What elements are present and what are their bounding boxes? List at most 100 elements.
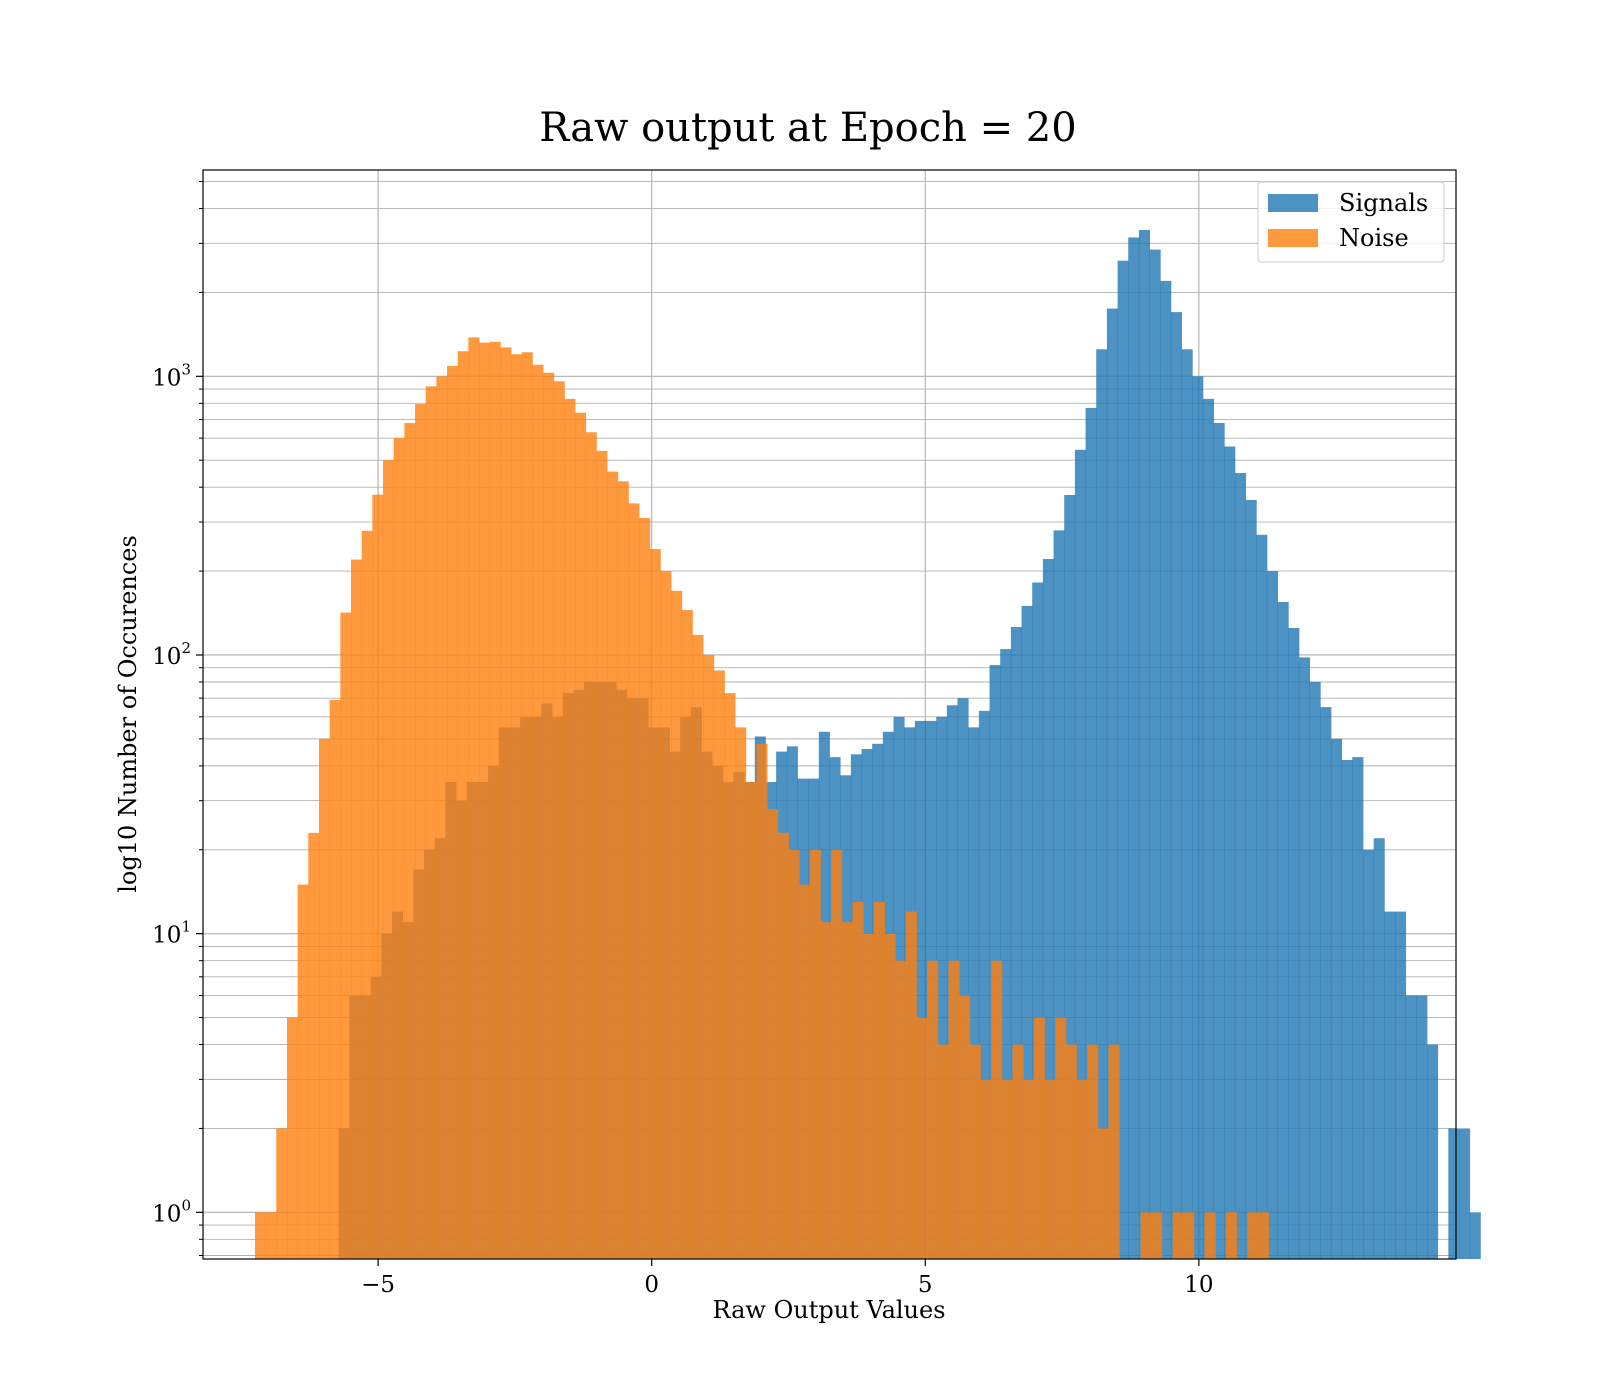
noise-bar: [767, 809, 779, 1259]
y-tick-label: 100: [152, 1196, 191, 1227]
noise-bar: [479, 342, 491, 1260]
legend-label-noise: Noise: [1339, 224, 1409, 252]
noise-bar: [660, 571, 672, 1259]
signals-bar: [978, 710, 990, 1259]
plot-area: −5 0 5 10 100 101 102 103: [152, 169, 1481, 1298]
signals-bar: [1427, 1044, 1439, 1259]
signals-bar: [1160, 280, 1172, 1259]
noise-bar: [991, 960, 1003, 1259]
signals-bar: [1288, 627, 1300, 1259]
noise-bar: [969, 1044, 981, 1259]
signals-bar: [1266, 571, 1279, 1259]
legend-swatch-noise: [1268, 229, 1318, 247]
noise-bar: [521, 352, 533, 1259]
signals-bar: [914, 720, 926, 1259]
noise-bar: [1055, 1017, 1067, 1259]
noise-bar: [831, 849, 843, 1259]
signals-bar: [1117, 260, 1129, 1259]
noise-bar: [1087, 1044, 1099, 1259]
x-tick-label: −5: [361, 1272, 395, 1298]
noise-bar: [799, 884, 811, 1259]
noise-bar: [649, 549, 661, 1259]
noise-bar: [1023, 1079, 1035, 1259]
noise-bar: [873, 901, 885, 1259]
noise-bar: [1065, 1044, 1077, 1259]
signals-bar: [1234, 472, 1247, 1260]
noise-bar: [308, 832, 320, 1259]
signals-bar: [1224, 446, 1236, 1259]
x-tick-label: 5: [918, 1272, 933, 1298]
signals-bar: [1064, 495, 1076, 1259]
signals-bar: [1128, 237, 1140, 1259]
noise-bar: [980, 1079, 992, 1259]
signals-bar: [936, 716, 948, 1259]
x-axis-label: Raw Output Values: [712, 1296, 945, 1324]
noise-bar: [959, 995, 971, 1259]
noise-bar: [1076, 1079, 1088, 1259]
noise-bar: [1140, 1212, 1152, 1259]
noise-bar: [425, 386, 437, 1259]
signals-bar: [1021, 605, 1033, 1259]
histogram-bars: [254, 230, 1481, 1260]
noise-bar: [713, 670, 725, 1259]
signals-bar: [1459, 1128, 1471, 1259]
noise-bar: [905, 911, 917, 1259]
signals-bar: [1202, 398, 1215, 1259]
legend-label-signals: Signals: [1339, 189, 1428, 217]
signals-bar: [957, 698, 969, 1259]
noise-bar: [596, 450, 608, 1259]
legend: Signals Noise: [1257, 181, 1445, 263]
noise-bar: [777, 832, 789, 1259]
noise-bar: [1247, 1212, 1259, 1259]
noise-bar: [1044, 1079, 1056, 1259]
noise-bar: [820, 922, 832, 1259]
noise-bar: [916, 1017, 928, 1259]
noise-bar: [703, 654, 715, 1259]
noise-bar: [1204, 1212, 1216, 1259]
noise-bar: [415, 404, 427, 1260]
noise-bar: [745, 782, 757, 1259]
signals-bar: [1309, 681, 1321, 1259]
noise-bar: [500, 347, 512, 1259]
noise-bar: [863, 933, 875, 1259]
noise-bar: [1108, 1044, 1120, 1259]
noise-bar: [329, 699, 341, 1259]
signals-bar: [1416, 995, 1428, 1259]
noise-bar: [884, 933, 896, 1259]
signals-bar: [1181, 349, 1193, 1259]
noise-bar: [319, 738, 331, 1259]
signals-bar: [1042, 559, 1054, 1259]
noise-bar: [1225, 1212, 1237, 1259]
x-tick-label: 10: [1184, 1272, 1213, 1298]
y-tick-label: 101: [152, 918, 191, 949]
noise-bar: [1001, 1079, 1013, 1259]
signals-bar: [1405, 995, 1417, 1259]
noise-bar: [393, 438, 405, 1259]
signals-bar: [1085, 407, 1097, 1259]
noise-bar: [788, 849, 800, 1259]
noise-bar: [276, 1128, 288, 1259]
signals-bar: [1277, 601, 1289, 1259]
noise-bar: [351, 559, 363, 1259]
noise-bar: [511, 354, 523, 1259]
signals-bar: [1373, 838, 1385, 1259]
signals-bar: [1149, 249, 1161, 1259]
signals-bar: [1245, 499, 1257, 1260]
signals-bar: [1362, 849, 1375, 1259]
noise-bar: [404, 422, 416, 1259]
noise-bar: [1151, 1212, 1163, 1259]
noise-bar: [756, 743, 768, 1259]
noise-bar: [489, 341, 501, 1259]
signals-bar: [1341, 759, 1353, 1259]
y-tick-label: 103: [152, 360, 191, 391]
signals-bar: [1138, 230, 1150, 1259]
signals-bar: [1394, 911, 1407, 1259]
noise-bar: [895, 960, 907, 1259]
noise-bar: [361, 530, 373, 1259]
noise-bar: [692, 634, 704, 1259]
signals-bar: [1320, 707, 1332, 1259]
signals-bar: [1298, 657, 1311, 1259]
noise-bar: [564, 398, 576, 1259]
signals-bar: [1330, 738, 1343, 1259]
